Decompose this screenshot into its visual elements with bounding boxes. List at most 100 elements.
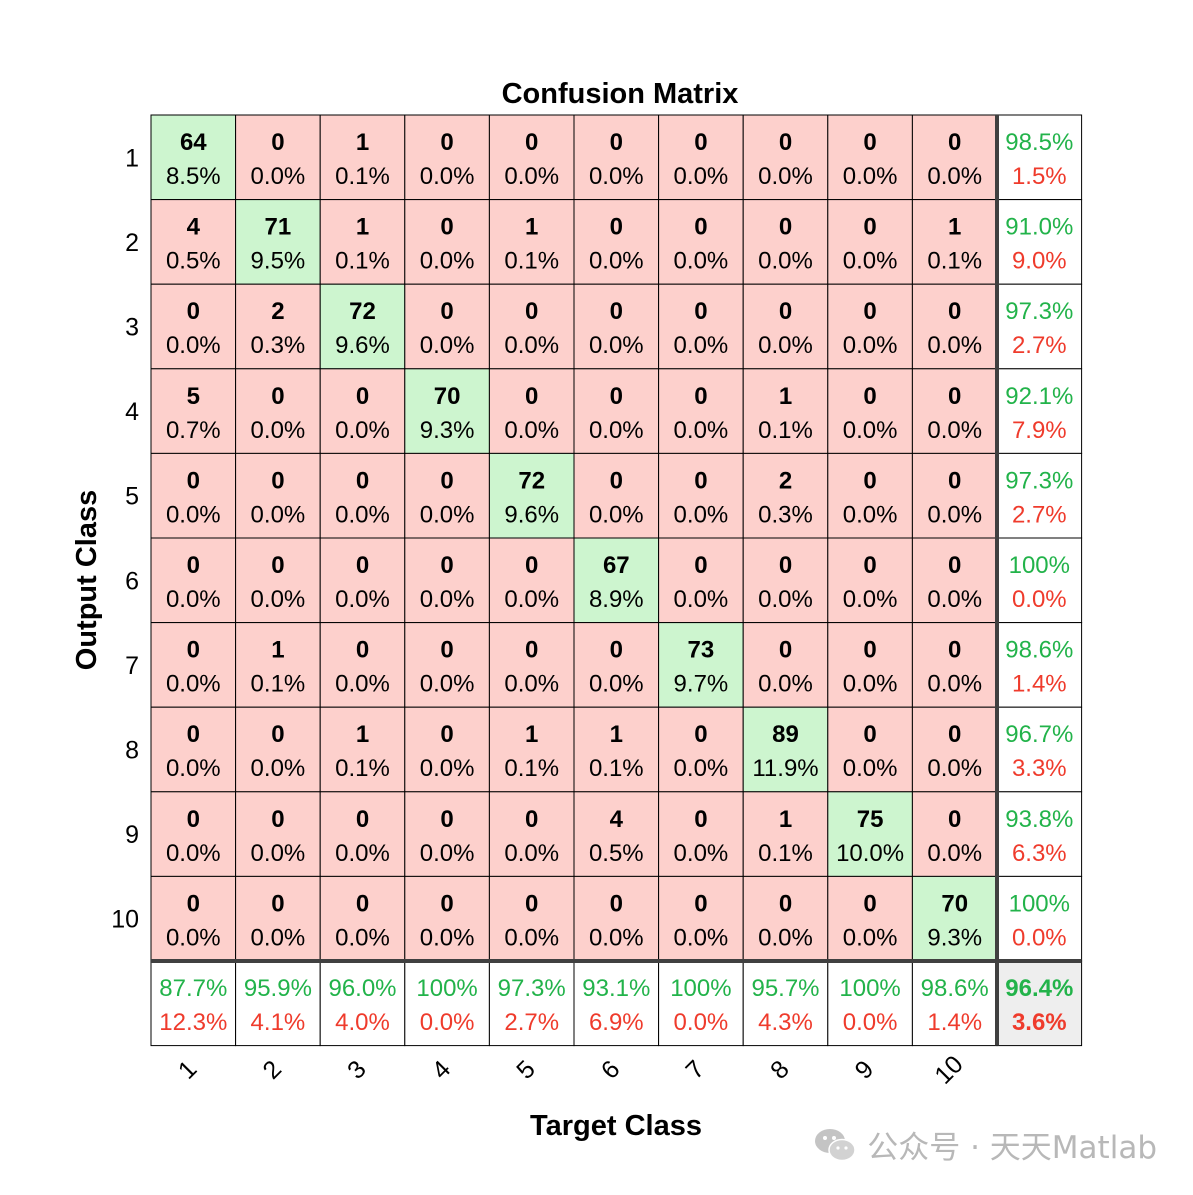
matrix-cell — [150, 283, 237, 370]
row-summary-cell-value: 98.6% — [1005, 637, 1073, 664]
matrix-cell — [319, 875, 406, 962]
matrix-cell — [827, 706, 913, 793]
column-tick-label: 1 — [173, 1055, 203, 1085]
matrix-cell-percent: 0.1% — [504, 755, 559, 782]
row-summary-cell — [996, 791, 1083, 877]
matrix-cell-percent: 0.0% — [251, 163, 306, 190]
matrix-cell-value: 0 — [440, 298, 453, 325]
matrix-cell-value: 1 — [525, 721, 538, 748]
matrix-cell — [319, 114, 406, 201]
matrix-cell-value: 0 — [610, 890, 623, 917]
row-summary-cell-percent: 3.3% — [1012, 755, 1067, 782]
matrix-cell-percent: 0.0% — [420, 924, 475, 951]
row-summary-cell — [996, 452, 1083, 539]
matrix-cell — [150, 199, 237, 285]
matrix-cell-value: 0 — [779, 298, 792, 325]
row-summary-cell — [996, 368, 1083, 454]
matrix-cell-percent: 0.0% — [251, 840, 306, 867]
matrix-cell-percent: 0.0% — [927, 163, 982, 190]
matrix-cell-value: 0 — [948, 129, 961, 156]
matrix-cell-value: 0 — [440, 552, 453, 579]
row-tick-label: 2 — [125, 229, 139, 257]
matrix-cell-percent: 0.0% — [843, 924, 898, 951]
matrix-cell-percent: 0.0% — [843, 417, 898, 444]
matrix-cell-percent: 0.1% — [335, 755, 390, 782]
matrix-cell-percent: 0.0% — [843, 586, 898, 613]
column-summary-cell-value: 97.3% — [498, 975, 566, 1002]
matrix-cell — [150, 791, 237, 877]
matrix-cell-percent: 0.1% — [251, 671, 306, 698]
matrix-cell-value: 0 — [779, 637, 792, 664]
matrix-cell-percent: 0.0% — [758, 248, 813, 275]
matrix-cell — [319, 791, 406, 877]
matrix-cell-percent: 0.0% — [166, 501, 221, 528]
diagonal-cell — [742, 706, 829, 793]
matrix-cell-value: 0 — [525, 806, 538, 833]
matrix-cell-value: 0 — [440, 467, 453, 494]
matrix-cell-percent: 0.0% — [166, 332, 221, 359]
matrix-cell-value: 0 — [271, 467, 284, 494]
matrix-cell-percent: 0.0% — [251, 924, 306, 951]
row-tick-label: 6 — [125, 567, 139, 595]
matrix-cell-percent: 0.1% — [758, 840, 813, 867]
row-summary-cell-value: 93.8% — [1005, 806, 1073, 833]
matrix-cell-percent: 0.0% — [674, 248, 729, 275]
matrix-cell-percent: 0.5% — [589, 840, 644, 867]
matrix-cell-value: 1 — [356, 214, 369, 241]
row-summary-cell — [996, 283, 1083, 370]
matrix-cell-percent: 0.0% — [843, 163, 898, 190]
row-tick-label: 8 — [125, 737, 139, 765]
column-tick-label: 8 — [765, 1055, 795, 1085]
row-summary-cell-percent: 6.3% — [1012, 840, 1067, 867]
matrix-cell — [488, 368, 575, 454]
matrix-cell-percent: 0.0% — [504, 586, 559, 613]
matrix-cell-value: 1 — [779, 383, 792, 410]
row-tick-label: 10 — [111, 906, 139, 934]
matrix-cell — [319, 199, 406, 285]
matrix-cell — [150, 622, 237, 708]
matrix-cell-value: 0 — [187, 721, 200, 748]
chart-title: Confusion Matrix — [502, 78, 739, 110]
matrix-cell-value: 0 — [525, 129, 538, 156]
matrix-cell-value: 4 — [187, 214, 201, 241]
diagonal-cell-value: 70 — [434, 383, 461, 410]
matrix-cell — [488, 706, 575, 793]
matrix-cell-value: 0 — [948, 552, 961, 579]
diagonal-cell-percent: 9.5% — [251, 248, 306, 275]
matrix-cell — [658, 283, 744, 370]
matrix-cell-value: 0 — [779, 129, 792, 156]
column-tick-label: 7 — [680, 1055, 710, 1085]
matrix-cell — [404, 537, 490, 624]
matrix-cell — [235, 114, 321, 201]
matrix-cell-value: 0 — [948, 467, 961, 494]
matrix-cell-percent: 0.0% — [504, 332, 559, 359]
matrix-cell — [319, 452, 406, 539]
column-summary-cell — [573, 960, 660, 1047]
column-summary-cell — [911, 960, 998, 1047]
diagonal-cell-percent: 11.9% — [752, 755, 818, 782]
row-tick-label: 5 — [125, 483, 139, 511]
matrix-cell — [827, 622, 913, 708]
matrix-cell-percent: 0.0% — [589, 332, 644, 359]
matrix-cell — [404, 452, 490, 539]
matrix-cell-percent: 0.0% — [251, 417, 306, 444]
column-summary-cell-percent: 0.0% — [674, 1009, 729, 1036]
matrix-cell-percent: 0.3% — [251, 332, 306, 359]
matrix-cell — [319, 622, 406, 708]
column-summary-cell-percent: 1.4% — [927, 1009, 982, 1036]
matrix-cell-value: 0 — [948, 383, 961, 410]
matrix-cell-value: 0 — [610, 383, 623, 410]
matrix-cell-value: 1 — [948, 214, 961, 241]
matrix-cell-value: 0 — [694, 721, 707, 748]
column-summary-cell-percent: 0.0% — [843, 1009, 898, 1036]
matrix-cell-value: 0 — [187, 637, 200, 664]
matrix-cell — [404, 875, 490, 962]
diagonal-cell-value: 75 — [857, 806, 884, 833]
matrix-cell-value: 0 — [440, 637, 453, 664]
column-summary-cell — [150, 960, 237, 1047]
matrix-cell-percent: 0.1% — [927, 248, 982, 275]
matrix-cell — [573, 791, 660, 877]
row-summary-cell — [996, 875, 1083, 962]
matrix-cell — [404, 114, 490, 201]
